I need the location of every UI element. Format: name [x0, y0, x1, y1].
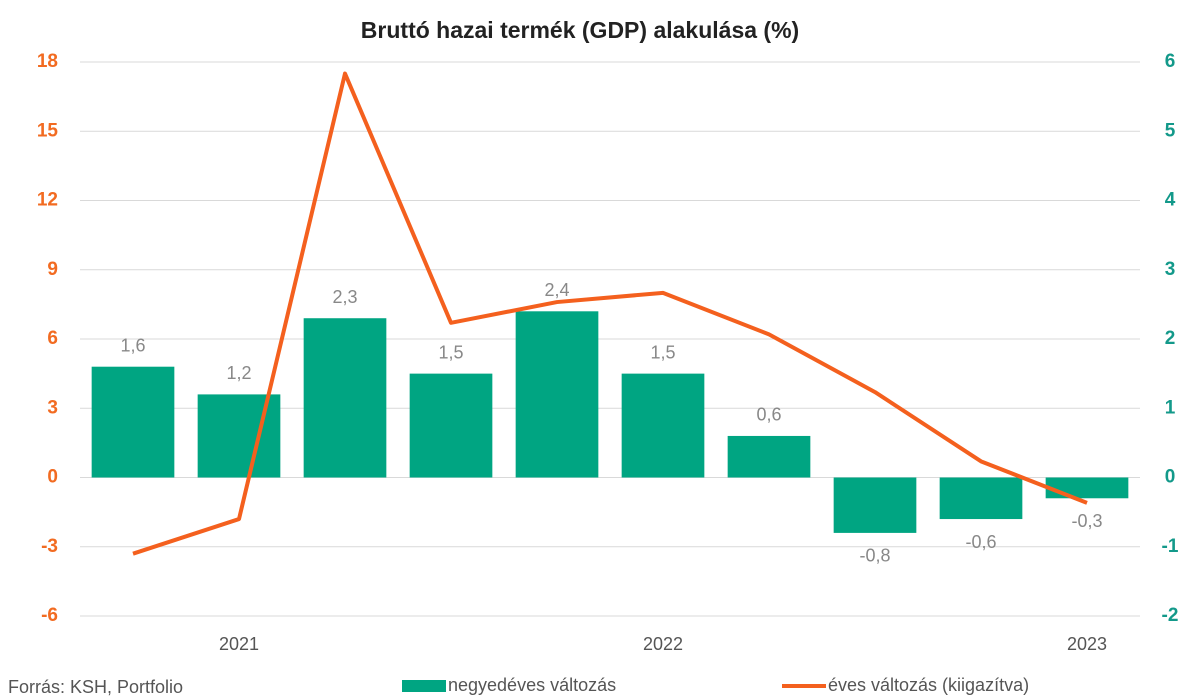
bar	[515, 311, 599, 478]
y2-tick-label: -1	[1162, 536, 1179, 557]
y2-tick-label: 6	[1165, 51, 1176, 72]
x-tick-label: 2021	[219, 634, 259, 654]
bar	[833, 477, 917, 533]
y-tick-label: -6	[41, 605, 58, 626]
bar	[303, 318, 387, 478]
y-tick-label: 3	[47, 397, 58, 418]
y2-tick-label: 5	[1165, 120, 1176, 141]
data-label: 2,4	[544, 280, 569, 300]
line	[132, 71, 1088, 556]
legend-label: negyedéves változás	[448, 675, 616, 695]
bar	[1045, 477, 1129, 499]
data-label: 1,2	[226, 363, 251, 383]
data-label: 1,6	[120, 335, 145, 355]
y-tick-label: 6	[47, 328, 58, 349]
source: Forrás: KSH, Portfolio	[8, 677, 183, 697]
y2-tick-label: 0	[1165, 467, 1176, 488]
chart-title: Bruttó hazai termék (GDP) alakulása (%)	[361, 17, 799, 43]
y-tick-label: 18	[37, 51, 58, 72]
data-label: -0,8	[859, 546, 890, 566]
data-label: -0,3	[1071, 511, 1102, 531]
data-label: 2,3	[332, 287, 357, 307]
bar	[621, 373, 705, 478]
y-tick-label: -3	[41, 536, 58, 557]
bar	[197, 394, 281, 478]
y-tick-label: 15	[37, 120, 59, 141]
y2-tick-label: 1	[1165, 397, 1176, 418]
y2-tick-label: 4	[1165, 190, 1176, 211]
y2-tick-label: 3	[1165, 259, 1176, 280]
data-label: 1,5	[650, 342, 675, 362]
bar	[939, 477, 1023, 520]
x-tick-label: 2023	[1067, 634, 1107, 654]
bar	[727, 435, 811, 478]
y-tick-label: 9	[47, 259, 58, 280]
bar	[409, 373, 493, 478]
legend-swatch	[402, 680, 446, 692]
y2-tick-label: -2	[1162, 605, 1179, 626]
y2-tick-label: 2	[1165, 328, 1176, 349]
bar	[91, 366, 175, 478]
data-label: -0,6	[965, 532, 996, 552]
y-tick-label: 12	[37, 190, 58, 211]
y-tick-label: 0	[47, 467, 58, 488]
data-label: 1,5	[438, 342, 463, 362]
x-tick-label: 2022	[643, 634, 683, 654]
data-label: 0,6	[756, 405, 781, 425]
legend-label: éves változás (kiigazítva)	[828, 675, 1029, 695]
